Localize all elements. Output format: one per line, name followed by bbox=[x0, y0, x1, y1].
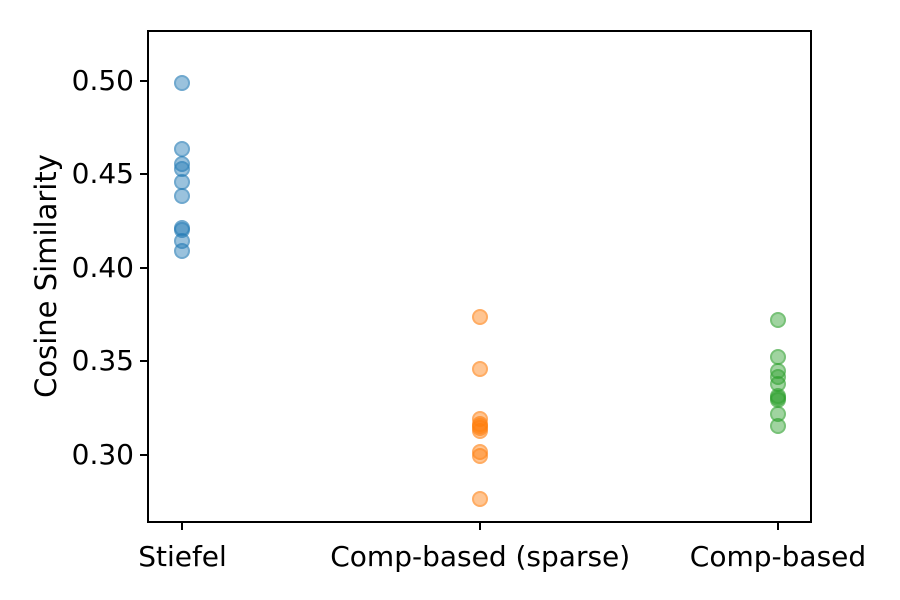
data-point bbox=[174, 243, 191, 260]
x-tick-label: Comp-based (sparse) bbox=[330, 540, 631, 573]
y-tick-label: 0.30 bbox=[71, 437, 134, 471]
data-point bbox=[174, 187, 191, 204]
y-tick-label: 0.40 bbox=[71, 250, 134, 284]
x-tick-label: Comp-based bbox=[689, 540, 867, 573]
plot-area bbox=[147, 30, 812, 523]
data-point bbox=[472, 490, 489, 507]
y-tick-mark bbox=[140, 453, 147, 456]
data-point bbox=[472, 422, 489, 439]
y-tick-mark bbox=[140, 360, 147, 363]
y-tick-label: 0.35 bbox=[71, 344, 134, 378]
x-tick-mark bbox=[479, 523, 482, 530]
x-tick-mark bbox=[181, 523, 184, 530]
data-point bbox=[769, 418, 786, 434]
y-tick-mark bbox=[140, 79, 147, 82]
x-tick-mark bbox=[776, 523, 779, 530]
data-point bbox=[472, 308, 489, 325]
y-tick-label: 0.45 bbox=[71, 157, 134, 191]
y-tick-mark bbox=[140, 173, 147, 176]
data-point bbox=[472, 447, 489, 464]
y-tick-label: 0.50 bbox=[71, 63, 134, 97]
data-point bbox=[472, 360, 489, 377]
x-tick-label: Stiefel bbox=[138, 540, 227, 573]
y-tick-mark bbox=[140, 266, 147, 269]
data-point bbox=[769, 312, 786, 329]
data-point bbox=[174, 74, 191, 91]
